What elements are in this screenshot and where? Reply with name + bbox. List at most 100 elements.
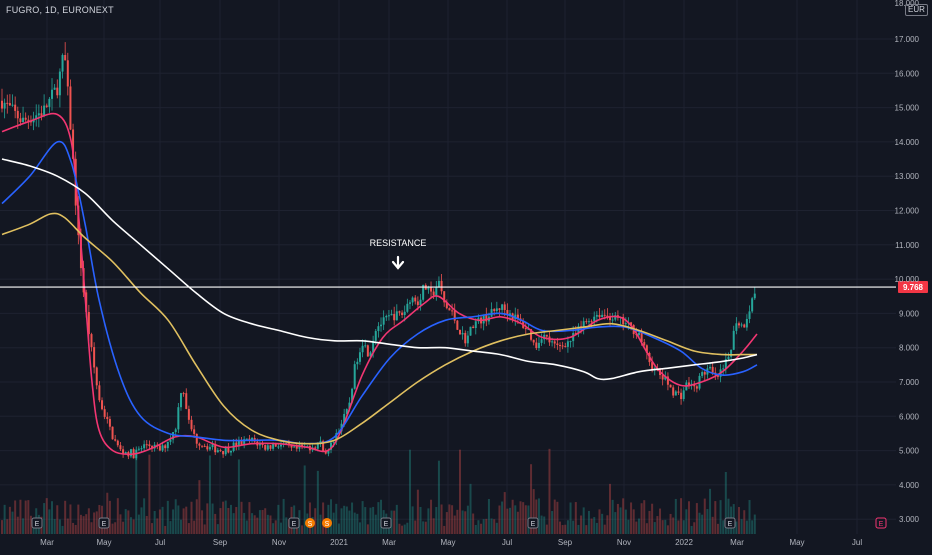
- candle-body: [432, 291, 435, 296]
- candle-body: [464, 332, 467, 344]
- volume-bar: [122, 521, 125, 534]
- volume-bar: [369, 507, 372, 534]
- volume-bar: [335, 503, 338, 534]
- dividend-icon-glyph: S: [308, 521, 313, 528]
- candle-body: [90, 334, 93, 348]
- candle-body: [314, 447, 317, 449]
- volume-bar: [64, 500, 67, 534]
- volume-bar: [145, 515, 148, 534]
- volume-bar: [427, 508, 430, 534]
- candle-body: [701, 372, 704, 376]
- volume-bar: [616, 503, 619, 534]
- candle-body: [58, 71, 61, 96]
- candle-body: [166, 441, 169, 449]
- volume-bar: [498, 505, 501, 534]
- volume-bar: [187, 523, 190, 534]
- earnings-icon-glyph: E: [292, 521, 297, 528]
- candle-body: [332, 441, 335, 443]
- candle-body: [345, 409, 348, 414]
- volume-bar: [640, 503, 643, 534]
- volume-bar: [690, 525, 693, 534]
- volume-bar: [3, 504, 6, 534]
- candle-body: [474, 321, 477, 329]
- volume-bar: [540, 515, 543, 534]
- candle-body: [624, 323, 627, 325]
- volume-bar: [395, 504, 398, 534]
- volume-bar: [651, 503, 654, 534]
- volume-bar: [51, 501, 54, 534]
- volume-bar: [606, 515, 609, 534]
- candle-body: [248, 438, 251, 441]
- y-tick-label: 16.000: [895, 69, 920, 78]
- volume-bar: [514, 505, 517, 534]
- candle-body: [427, 287, 430, 290]
- candle-body: [569, 341, 572, 343]
- volume-bar: [219, 508, 222, 534]
- candle-body: [469, 326, 472, 336]
- candle-body: [43, 105, 46, 116]
- candle-body: [237, 440, 240, 447]
- volume-bar: [148, 454, 151, 534]
- volume-bar: [551, 511, 554, 534]
- volume-bar: [506, 508, 509, 534]
- y-tick-label: 6.000: [899, 412, 920, 421]
- volume-bar: [522, 502, 525, 534]
- volume-bar: [580, 515, 583, 534]
- volume-bar: [406, 522, 409, 534]
- candle-body: [443, 291, 446, 303]
- candle-body: [316, 444, 319, 449]
- candle-body: [661, 375, 664, 380]
- candle-body: [35, 115, 38, 119]
- volume-bar: [458, 449, 461, 534]
- candle-body: [419, 299, 422, 306]
- y-tick-label: 3.000: [899, 515, 920, 524]
- volume-bar: [174, 499, 177, 534]
- volume-bar: [201, 510, 204, 534]
- candle-body: [593, 316, 596, 322]
- candle-body: [414, 297, 417, 302]
- volume-bar: [266, 514, 269, 534]
- candle-body: [195, 433, 198, 444]
- volume-bar: [195, 499, 198, 534]
- volume-bar: [151, 523, 154, 534]
- candle-body: [495, 308, 498, 312]
- candle-body: [164, 445, 167, 449]
- candle-body: [722, 368, 725, 370]
- candle-body: [398, 311, 401, 313]
- candle-body: [14, 104, 17, 111]
- candle-body: [585, 321, 588, 323]
- y-tick-label: 10.000: [895, 275, 920, 284]
- candle-body: [553, 341, 556, 344]
- currency-badge[interactable]: EUR: [905, 4, 928, 16]
- volume-layer: [1, 448, 756, 534]
- volume-bar: [706, 509, 709, 534]
- volume-bar: [206, 503, 209, 534]
- candle-body: [408, 302, 411, 304]
- candle-body: [208, 447, 211, 450]
- volume-bar: [714, 501, 717, 534]
- volume-bar: [240, 501, 243, 534]
- candle-body: [358, 352, 361, 362]
- candle-body: [745, 318, 748, 328]
- candle-body: [651, 362, 654, 370]
- candle-body: [193, 429, 196, 434]
- volume-bar: [1, 520, 3, 534]
- candle-body: [461, 332, 464, 335]
- y-tick-label: 12.000: [895, 207, 920, 216]
- volume-bar: [685, 509, 688, 534]
- candle-body: [216, 450, 219, 453]
- candle-body: [366, 345, 369, 357]
- volume-bar: [737, 507, 740, 534]
- volume-bar: [11, 511, 14, 534]
- candle-body: [122, 449, 125, 454]
- y-tick-label: 4.000: [899, 481, 920, 490]
- earnings-icon-glyph: E: [102, 521, 107, 528]
- earnings-icon-glyph: E: [531, 521, 536, 528]
- volume-bar: [727, 498, 730, 534]
- candle-body: [119, 445, 122, 450]
- volume-bar: [85, 514, 88, 534]
- candle-body: [574, 333, 577, 335]
- candle-body: [498, 308, 501, 310]
- candle-body: [148, 444, 151, 447]
- candle-body: [272, 444, 275, 449]
